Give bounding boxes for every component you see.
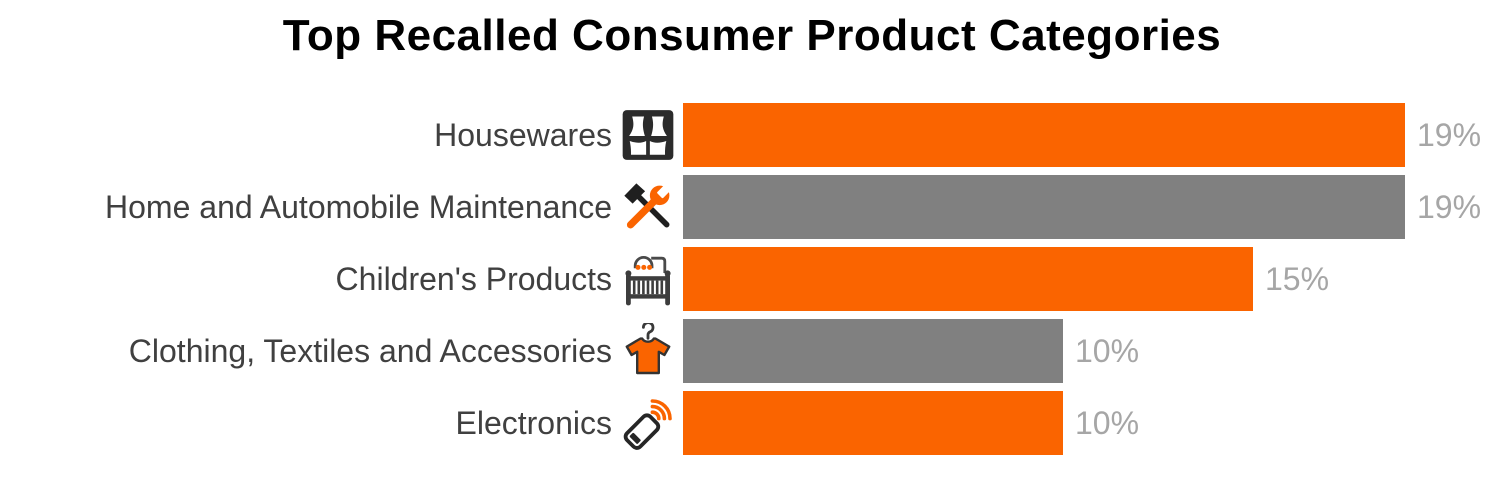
icon-cell [612, 175, 683, 239]
bar [683, 103, 1405, 167]
window-curtains-icon [622, 110, 673, 160]
baby-crib-icon [624, 256, 671, 306]
value-label: 10% [1075, 405, 1140, 441]
bar-track: 10% [683, 391, 1504, 455]
chart-row: Clothing, Textiles and Accessories 10% [0, 319, 1504, 383]
icon-cell [612, 103, 683, 167]
bar [683, 175, 1405, 239]
category-label: Housewares [434, 117, 612, 153]
chart-row: Electronics 10% [0, 391, 1504, 455]
chart-row: Housewares 19% [0, 103, 1504, 167]
smartphone-signal-icon [623, 399, 672, 450]
bar [683, 319, 1063, 383]
category-label: Home and Automobile Maintenance [105, 189, 612, 225]
bar-track: 15% [683, 247, 1504, 311]
bar [683, 391, 1063, 455]
tshirt-hanger-icon [625, 323, 670, 375]
category-label: Clothing, Textiles and Accessories [128, 333, 612, 369]
bar-track: 10% [683, 319, 1504, 383]
icon-cell [612, 391, 683, 455]
value-label: 19% [1417, 117, 1482, 153]
chart-rows: Housewares 19% Home and Automobile Maint… [0, 103, 1504, 463]
value-label: 19% [1417, 189, 1482, 225]
category-label: Children's Products [335, 261, 612, 297]
icon-cell [612, 319, 683, 383]
value-label: 15% [1265, 261, 1330, 297]
bar [683, 247, 1253, 311]
chart-row: Children's Products 15% [0, 247, 1504, 311]
hammer-wrench-icon [623, 182, 673, 229]
bar-track: 19% [683, 175, 1504, 239]
chart-title: Top Recalled Consumer Product Categories [282, 11, 1222, 60]
bar-track: 19% [683, 103, 1504, 167]
value-label: 10% [1075, 333, 1140, 369]
chart-row: Home and Automobile Maintenance 19% [0, 175, 1504, 239]
category-label: Electronics [455, 405, 613, 441]
icon-cell [612, 247, 683, 311]
